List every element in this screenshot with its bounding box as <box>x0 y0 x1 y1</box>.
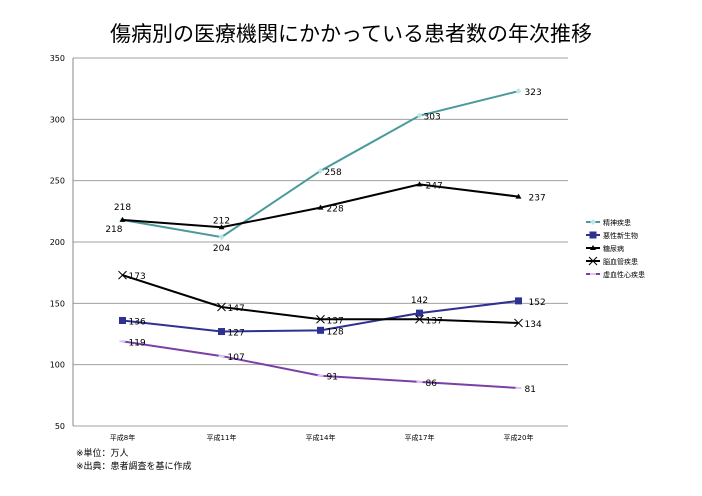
marker-diamond <box>515 88 522 95</box>
data-label: 218 <box>114 203 131 213</box>
marker-triangle <box>119 216 126 222</box>
y-tick-label: 100 <box>50 361 65 370</box>
x-tick-label: 平成11年 <box>207 433 237 442</box>
data-label: 137 <box>327 316 344 326</box>
x-tick-label: 平成20年 <box>504 433 534 442</box>
marker-x <box>118 270 127 280</box>
data-label: 128 <box>327 327 344 337</box>
data-label: 81 <box>525 385 536 395</box>
data-label: 147 <box>228 304 245 314</box>
marker-x <box>217 302 226 312</box>
marker-x <box>415 314 424 324</box>
series-line-3 <box>122 274 519 324</box>
x-tick-label: 平成17年 <box>405 433 435 442</box>
y-tick-label: 250 <box>50 177 65 186</box>
marker-triangle <box>317 204 324 210</box>
marker-square <box>119 317 126 325</box>
data-label: 137 <box>426 316 443 326</box>
data-label: 204 <box>213 244 230 254</box>
x-tick-label: 平成14年 <box>306 433 336 442</box>
data-label: 212 <box>213 216 230 226</box>
series-line-0 <box>122 90 519 239</box>
data-label: 152 <box>529 298 546 308</box>
legend-label: 悪性新生物 <box>603 231 638 240</box>
marker-x <box>514 318 523 328</box>
marker-x <box>588 256 598 266</box>
x-tick-label: 平成8年 <box>110 433 135 442</box>
data-label: 119 <box>129 338 146 348</box>
data-label: 107 <box>228 353 245 363</box>
legend-label: 糖尿病 <box>603 244 624 253</box>
data-label: 247 <box>426 181 443 191</box>
data-label: 258 <box>325 168 342 178</box>
data-label: 228 <box>327 205 344 215</box>
data-label: 86 <box>426 379 438 389</box>
marker-square <box>317 326 324 334</box>
y-tick-label: 200 <box>50 238 65 247</box>
marker-diamond <box>416 112 423 119</box>
data-label: 136 <box>129 318 146 328</box>
unit-note: ※単位：万人 <box>76 449 129 459</box>
y-tick-label: 50 <box>55 422 65 431</box>
data-label: 134 <box>525 320 542 330</box>
data-label: 218 <box>105 225 122 235</box>
marker-square <box>515 297 522 305</box>
legend-label: 虚血性心疾患 <box>603 270 645 279</box>
source-note: ※出典：患者調査を基に作成 <box>76 462 192 472</box>
marker-square <box>589 231 597 239</box>
data-label: 142 <box>411 296 428 306</box>
marker-square <box>218 328 225 336</box>
y-tick-label: 150 <box>50 299 65 308</box>
y-tick-label: 350 <box>50 54 65 63</box>
marker-triangle <box>515 193 522 199</box>
marker-diamond <box>218 234 225 241</box>
data-label: 303 <box>424 113 441 123</box>
data-label: 173 <box>129 272 146 282</box>
marker-triangle <box>218 224 225 230</box>
legend-label: 脳血管疾患 <box>603 257 638 266</box>
marker-triangle <box>416 181 423 187</box>
marker-triangle <box>590 245 596 250</box>
data-label: 323 <box>525 88 542 98</box>
data-label: 91 <box>327 373 338 383</box>
marker-square <box>416 309 423 317</box>
chart-title: 傷病別の医療機関にかかっている患者数の年次推移 <box>110 22 592 46</box>
marker-x <box>316 314 325 324</box>
legend-label: 精神疾患 <box>603 218 631 227</box>
data-label: 127 <box>228 329 245 339</box>
marker-diamond <box>317 167 324 174</box>
data-label: 237 <box>529 194 546 204</box>
marker-diamond <box>590 219 596 225</box>
y-tick-label: 300 <box>50 115 65 124</box>
